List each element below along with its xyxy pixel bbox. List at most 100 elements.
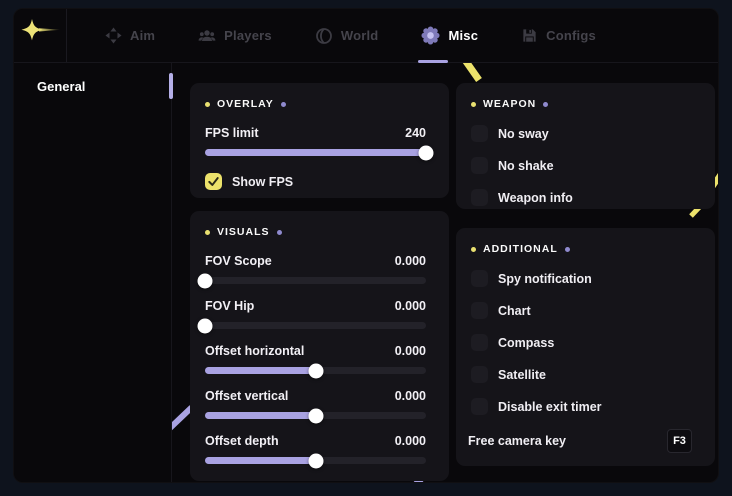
tab-label: Aim bbox=[130, 28, 156, 43]
slider-value: 0.000 bbox=[394, 389, 426, 403]
yellow-dot-icon bbox=[205, 229, 210, 235]
keybind-button[interactable]: F3 bbox=[667, 429, 692, 453]
slider-thumb[interactable] bbox=[308, 363, 323, 378]
checkbox[interactable] bbox=[471, 157, 488, 174]
slider-thumb[interactable] bbox=[197, 273, 213, 288]
slider-thumb[interactable] bbox=[418, 145, 434, 160]
checked-checkbox[interactable] bbox=[205, 173, 222, 190]
slider-row-offset-horizontal: Offset horizontal 0.000 bbox=[205, 344, 426, 378]
checkbox-row-show-fps[interactable]: Show FPS bbox=[205, 173, 426, 190]
slider-value: 0.000 bbox=[394, 299, 426, 313]
checkbox-row-compass[interactable]: Compass bbox=[471, 334, 692, 351]
tab-aim[interactable]: Aim bbox=[105, 9, 155, 62]
sparkle-logo-icon bbox=[17, 16, 63, 55]
tab-world[interactable]: World bbox=[315, 9, 379, 62]
active-tab-underline bbox=[418, 60, 449, 63]
checkbox[interactable] bbox=[471, 270, 488, 287]
checkbox-row-no-shake[interactable]: No shake bbox=[471, 157, 692, 174]
checkbox-label: No shake bbox=[498, 158, 554, 173]
checkbox[interactable] bbox=[471, 125, 488, 142]
checkbox-row-disable-exit-timer[interactable]: Disable exit timer bbox=[471, 398, 692, 415]
checkbox-label: Satellite bbox=[498, 367, 546, 382]
app-window: Aim Players World Misc Configs bbox=[13, 8, 719, 483]
checkbox[interactable] bbox=[471, 302, 488, 319]
tab-label: Players bbox=[224, 28, 272, 43]
checkbox-row-weapon-info[interactable]: Weapon info bbox=[471, 189, 692, 206]
yellow-dot-icon bbox=[205, 101, 210, 107]
sidebar-item-label: General bbox=[37, 78, 86, 94]
players-icon bbox=[198, 27, 216, 45]
slider-row-offset-depth: Offset depth 0.000 bbox=[205, 434, 426, 468]
save-icon bbox=[521, 27, 538, 44]
panel-header: OVERLAY bbox=[205, 97, 426, 111]
slider-row-fps-limit: FPS limit 240 bbox=[205, 126, 434, 160]
slider-track[interactable] bbox=[205, 363, 426, 378]
app-logo bbox=[14, 9, 67, 62]
panel-title: OVERLAY bbox=[217, 98, 274, 110]
checkbox-row-satellite[interactable]: Satellite bbox=[471, 366, 692, 383]
slider-fill bbox=[205, 457, 316, 464]
slider-thumb[interactable] bbox=[197, 318, 213, 333]
checkbox[interactable] bbox=[471, 189, 488, 206]
checkbox-label: Chart bbox=[498, 303, 531, 318]
slider-label: FOV Scope bbox=[205, 254, 272, 268]
overlay-panel: OVERLAY FPS limit 240 Show FPS bbox=[190, 83, 449, 198]
slider-row-fov-scope: FOV Scope 0.000 bbox=[197, 254, 426, 288]
slider-value: 0.000 bbox=[394, 254, 426, 268]
checkbox-row-no-sway[interactable]: No sway bbox=[471, 125, 692, 142]
additional-panel: ADDITIONAL Spy notification Chart Compas… bbox=[456, 228, 715, 466]
checkbox[interactable] bbox=[471, 334, 488, 351]
slider-thumb[interactable] bbox=[308, 453, 323, 468]
slider-track[interactable] bbox=[197, 273, 426, 288]
panel-header: VISUALS bbox=[205, 225, 426, 239]
slider-label: FPS limit bbox=[205, 126, 259, 140]
yellow-dot-icon bbox=[471, 246, 476, 252]
slider-track[interactable] bbox=[205, 145, 434, 160]
tab-players[interactable]: Players bbox=[198, 9, 272, 62]
move-icon bbox=[105, 27, 122, 44]
checkbox[interactable] bbox=[471, 398, 488, 415]
checkbox-label: Spy notification bbox=[498, 271, 592, 286]
slider-row-offset-vertical: Offset vertical 0.000 bbox=[205, 389, 426, 423]
weapon-panel: WEAPON No sway No shake Weapon info bbox=[456, 83, 715, 209]
slider-track[interactable] bbox=[197, 318, 426, 333]
slider-value: 0.000 bbox=[394, 434, 426, 448]
tab-configs[interactable]: Configs bbox=[521, 9, 596, 62]
tab-label: Misc bbox=[448, 28, 479, 43]
tab-label: Configs bbox=[546, 28, 596, 43]
slider-value: 0.000 bbox=[394, 344, 426, 358]
slider-fill bbox=[205, 367, 316, 374]
checkbox-row-spy-notification[interactable]: Spy notification bbox=[471, 270, 692, 287]
checkbox-row-chart[interactable]: Chart bbox=[471, 302, 692, 319]
slider-track[interactable] bbox=[205, 408, 426, 423]
globe-icon bbox=[315, 27, 333, 45]
slider-label: Offset horizontal bbox=[205, 344, 305, 358]
sidebar: General bbox=[14, 63, 173, 482]
slider-label: Offset depth bbox=[205, 434, 279, 448]
purple-dot-icon bbox=[280, 101, 286, 107]
tab-misc[interactable]: Misc bbox=[418, 9, 479, 63]
panel-title: WEAPON bbox=[483, 98, 537, 110]
panel-title: ADDITIONAL bbox=[483, 243, 558, 255]
slider-track[interactable] bbox=[205, 453, 426, 468]
slider-label: Offset vertical bbox=[205, 389, 289, 403]
panel-title: VISUALS bbox=[217, 226, 270, 238]
slider-fill bbox=[205, 149, 426, 156]
yellow-dot-icon bbox=[471, 101, 476, 107]
slider-thumb[interactable] bbox=[308, 408, 323, 423]
purple-dot-icon bbox=[276, 229, 282, 235]
slider-value: 240 bbox=[405, 126, 426, 140]
checkbox-label: Disable exit timer bbox=[498, 399, 602, 414]
active-item-indicator bbox=[169, 73, 173, 99]
purple-dot-icon bbox=[564, 246, 570, 252]
tab-bar: Aim Players World Misc Configs bbox=[67, 9, 596, 63]
tab-label: World bbox=[340, 28, 379, 43]
keybind-label: Free camera key bbox=[468, 434, 566, 448]
checkbox[interactable] bbox=[471, 366, 488, 383]
slider-fill bbox=[205, 412, 316, 419]
panel-header: ADDITIONAL bbox=[471, 242, 692, 256]
slider-label: FOV Hip bbox=[205, 299, 255, 313]
sidebar-item-general[interactable]: General bbox=[14, 63, 173, 109]
checkbox-label: Show FPS bbox=[232, 174, 294, 189]
checkbox-label: Weapon info bbox=[498, 190, 573, 205]
